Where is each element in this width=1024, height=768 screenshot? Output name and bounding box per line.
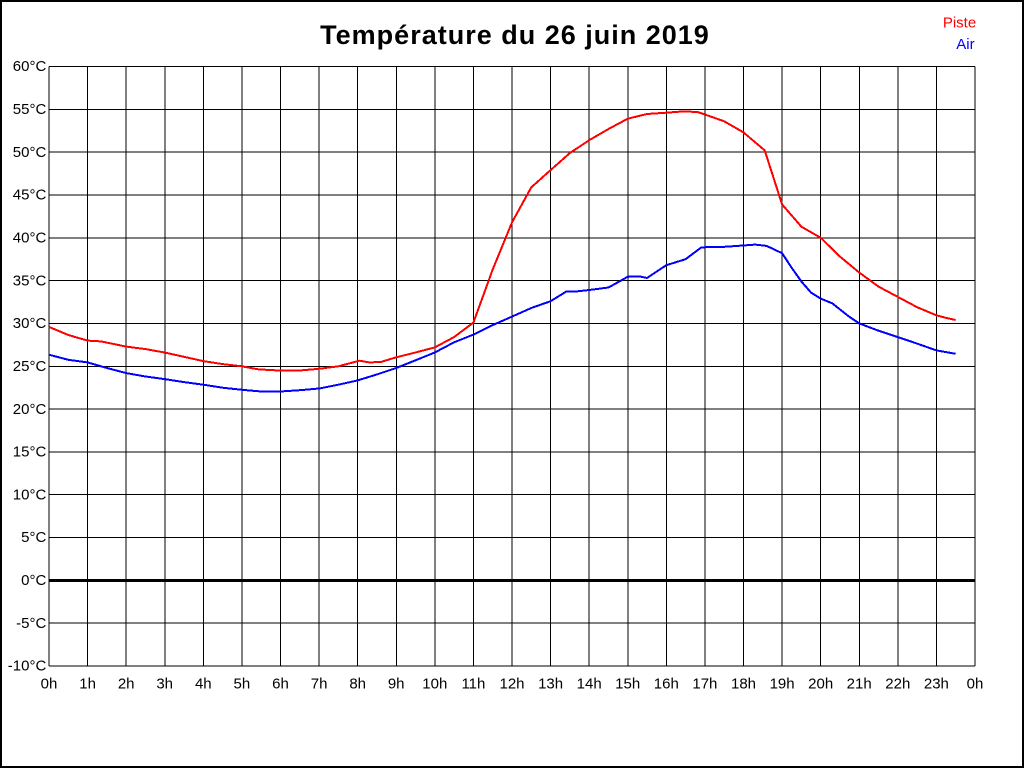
- svg-text:21h: 21h: [847, 676, 872, 693]
- svg-text:23h: 23h: [924, 676, 949, 693]
- svg-text:9h: 9h: [388, 676, 405, 693]
- svg-text:35°C: 35°C: [13, 272, 47, 289]
- svg-text:60°C: 60°C: [13, 58, 47, 75]
- svg-text:45°C: 45°C: [13, 187, 47, 204]
- svg-text:7h: 7h: [311, 676, 328, 693]
- svg-text:0h: 0h: [967, 676, 984, 693]
- svg-text:40°C: 40°C: [13, 230, 47, 247]
- svg-text:20h: 20h: [808, 676, 833, 693]
- svg-text:22h: 22h: [885, 676, 910, 693]
- svg-text:18h: 18h: [731, 676, 756, 693]
- svg-text:1h: 1h: [79, 676, 96, 693]
- svg-text:30°C: 30°C: [13, 315, 47, 332]
- svg-text:10°C: 10°C: [13, 486, 47, 503]
- svg-text:19h: 19h: [770, 676, 795, 693]
- svg-text:-5°C: -5°C: [16, 615, 46, 632]
- svg-text:15°C: 15°C: [13, 444, 47, 461]
- svg-text:6h: 6h: [272, 676, 289, 693]
- svg-text:50°C: 50°C: [13, 144, 47, 161]
- svg-text:25°C: 25°C: [13, 358, 47, 375]
- svg-text:2h: 2h: [118, 676, 135, 693]
- svg-text:4h: 4h: [195, 676, 212, 693]
- svg-text:12h: 12h: [499, 676, 524, 693]
- svg-text:Air: Air: [956, 36, 974, 53]
- svg-text:3h: 3h: [156, 676, 173, 693]
- svg-text:13h: 13h: [538, 676, 563, 693]
- svg-text:17h: 17h: [692, 676, 717, 693]
- svg-text:10h: 10h: [422, 676, 447, 693]
- svg-text:-10°C: -10°C: [8, 658, 47, 675]
- svg-text:Piste: Piste: [943, 15, 976, 32]
- svg-text:0°C: 0°C: [21, 572, 46, 589]
- svg-text:11h: 11h: [461, 676, 485, 693]
- svg-text:Température du 26 juin 2019: Température du 26 juin 2019: [320, 20, 710, 50]
- svg-text:16h: 16h: [654, 676, 679, 693]
- svg-text:14h: 14h: [577, 676, 602, 693]
- svg-text:5°C: 5°C: [21, 529, 46, 546]
- svg-text:8h: 8h: [349, 676, 366, 693]
- svg-text:20°C: 20°C: [13, 401, 47, 418]
- svg-text:15h: 15h: [615, 676, 640, 693]
- svg-text:55°C: 55°C: [13, 101, 47, 118]
- svg-text:0h: 0h: [41, 676, 58, 693]
- svg-text:5h: 5h: [234, 676, 251, 693]
